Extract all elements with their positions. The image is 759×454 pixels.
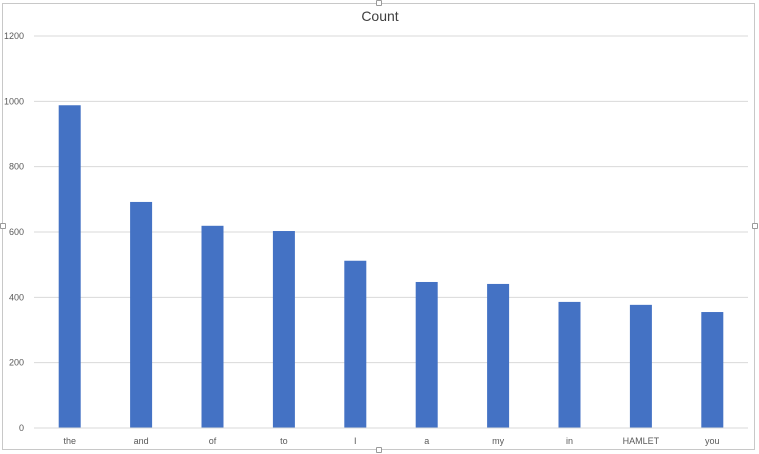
resize-handle-bottom[interactable] [376, 447, 382, 453]
chart-title: Count [361, 8, 398, 24]
bar-hamlet[interactable] [629, 304, 652, 428]
y-axis-labels: 0 200 400 600 800 1000 1200 [4, 31, 24, 433]
y-tick-label: 400 [9, 292, 24, 302]
x-tick-label: to [280, 436, 288, 446]
x-tick-label: the [63, 436, 76, 446]
x-tick-label: a [424, 436, 429, 446]
bar-to[interactable] [272, 231, 295, 428]
y-tick-label: 200 [9, 358, 24, 368]
y-tick-label: 600 [9, 227, 24, 237]
bar-in[interactable] [558, 301, 581, 428]
x-tick-label: you [705, 436, 720, 446]
bar-i[interactable] [344, 260, 367, 428]
y-tick-label: 1200 [4, 31, 24, 41]
resize-handle-left[interactable] [0, 223, 6, 229]
bars [58, 105, 724, 429]
resize-handle-top[interactable] [376, 0, 382, 6]
resize-handle-right[interactable] [752, 223, 758, 229]
x-tick-label: in [566, 436, 573, 446]
bar-you[interactable] [701, 312, 724, 428]
bar-of[interactable] [201, 225, 224, 428]
x-tick-label: my [492, 436, 504, 446]
y-tick-label: 0 [19, 423, 24, 433]
chart-area[interactable] [2, 3, 755, 450]
x-tick-label: HAMLET [623, 436, 660, 446]
x-tick-label: of [209, 436, 217, 446]
bar-a[interactable] [415, 281, 438, 428]
x-tick-label: and [134, 436, 149, 446]
gridlines [34, 35, 748, 364]
y-tick-label: 800 [9, 162, 24, 172]
bar-my[interactable] [487, 283, 510, 428]
bar-the[interactable] [58, 105, 81, 429]
bar-and[interactable] [130, 201, 153, 428]
x-tick-label: I [354, 436, 357, 446]
y-tick-label: 1000 [4, 96, 24, 106]
